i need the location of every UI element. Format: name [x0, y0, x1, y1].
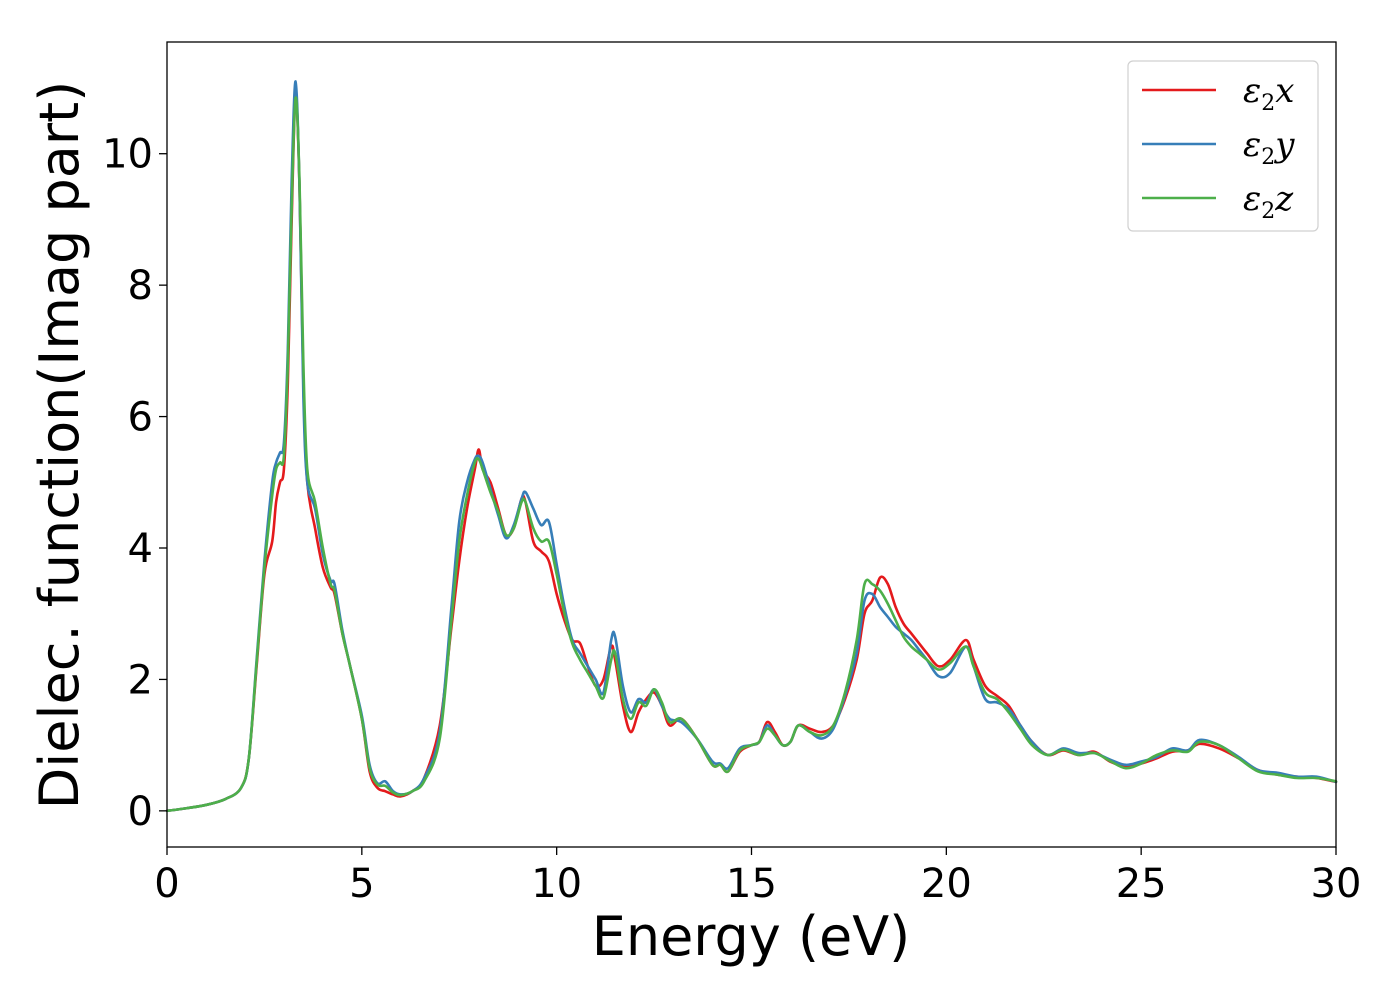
series-line-x [165, 93, 1338, 813]
x-tick-label: 15 [726, 861, 777, 907]
x-tick-label: 20 [921, 861, 972, 907]
legend-label-y: ε2y [1243, 125, 1295, 170]
y-tick-label: 4 [128, 526, 153, 572]
x-axis-ticks: 0 5 10 15 20 25 30 [154, 847, 1361, 907]
x-tick-label: 10 [531, 861, 582, 907]
x-axis-title: Energy (eV) [592, 905, 911, 968]
series-layer [165, 80, 1338, 813]
x-tick-label: 25 [1116, 861, 1167, 907]
x-tick-label: 0 [154, 861, 179, 907]
x-tick-label: 30 [1311, 861, 1362, 907]
y-tick-label: 0 [128, 789, 153, 835]
y-axis-ticks: 0 2 4 6 8 10 [102, 132, 167, 835]
y-tick-label: 10 [102, 132, 153, 178]
y-tick-label: 6 [128, 395, 153, 441]
legend-box [1127, 60, 1319, 232]
x-tick-label: 5 [349, 861, 374, 907]
y-tick-label: 8 [128, 263, 153, 309]
legend-label-z: ε2z [1243, 179, 1294, 224]
y-axis-title: Dielec. function(Imag part) [28, 81, 91, 810]
legend-label-x: ε2x [1243, 71, 1294, 116]
series-line-z [165, 96, 1338, 813]
legend: ε2x ε2y ε2z [1127, 60, 1319, 232]
series-line-y [165, 80, 1338, 813]
y-tick-label: 2 [128, 657, 153, 703]
